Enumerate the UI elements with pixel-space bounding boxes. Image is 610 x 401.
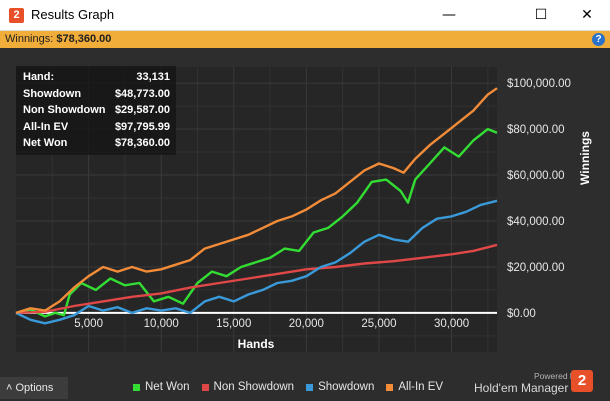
legend-label: Showdown bbox=[318, 381, 375, 393]
x-tick-label: 20,000 bbox=[289, 318, 324, 330]
winnings-value: $78,360.00 bbox=[56, 33, 112, 45]
title-bar: 2 Results Graph — ☐ ✕ bbox=[0, 0, 610, 31]
summary-label: Net Won bbox=[23, 137, 68, 149]
y-tick-label: $80,000.00 bbox=[507, 124, 565, 136]
summary-value: $97,795.99 bbox=[114, 120, 170, 133]
y-tick-label: $0.00 bbox=[507, 308, 536, 320]
legend-swatch bbox=[306, 383, 314, 391]
x-axis-label: Hands bbox=[238, 337, 275, 351]
legend-item-showdown[interactable]: Showdown bbox=[306, 381, 374, 393]
y-tick-labels: $0.00 $20,000.00 $40,000.00 $60,000.00 $80,0… bbox=[507, 78, 571, 320]
y-tick-label: $60,000.00 bbox=[507, 170, 565, 182]
summary-label: Non Showdown bbox=[23, 104, 105, 116]
legend-swatch bbox=[201, 383, 209, 391]
summary-row-showdown: Showdown $48,773.00 bbox=[23, 86, 170, 103]
y-axis-label: Winnings bbox=[578, 131, 592, 185]
options-button[interactable]: ˄ Options bbox=[0, 377, 68, 399]
summary-value: $78,360.00 bbox=[114, 137, 170, 149]
maximize-button[interactable]: ☐ bbox=[534, 7, 548, 23]
x-tick-label: 25,000 bbox=[361, 318, 396, 330]
summary-value: $48,773.00 bbox=[114, 87, 170, 100]
x-tick-labels: 5,000 10,000 15,000 20,000 25,000 30,000 bbox=[74, 318, 469, 330]
powered-by-text: Powered by bbox=[534, 371, 579, 381]
legend-item-all-in-ev[interactable]: All-In EV bbox=[386, 381, 443, 393]
summary-row-hand: Hand: 33,131 bbox=[23, 69, 170, 86]
y-tick-label: $20,000.00 bbox=[507, 262, 565, 274]
legend-label: Net Won bbox=[145, 381, 190, 393]
legend-label: Non Showdown bbox=[213, 381, 295, 393]
summary-value: 33,131 bbox=[136, 71, 170, 83]
legend-item-non-showdown[interactable]: Non Showdown bbox=[201, 381, 295, 393]
series-line-all-in-ev bbox=[15, 87, 498, 315]
minimize-button[interactable]: — bbox=[442, 7, 456, 23]
brand-logo-icon: 2 bbox=[571, 370, 593, 392]
winnings-label: Winnings: bbox=[5, 33, 54, 45]
y-tick-label: $40,000.00 bbox=[507, 216, 565, 228]
winnings-summary: Winnings: $78,360.00 bbox=[5, 33, 111, 45]
legend-item-net-won[interactable]: Net Won bbox=[133, 381, 190, 393]
legend-label: All-In EV bbox=[398, 381, 444, 393]
window-title: Results Graph bbox=[31, 7, 115, 22]
app-logo-icon: 2 bbox=[9, 8, 24, 23]
x-tick-label: 10,000 bbox=[144, 318, 179, 330]
summary-label: Hand: bbox=[23, 71, 55, 83]
x-tick-label: 5,000 bbox=[74, 318, 103, 330]
series-line-showdown bbox=[15, 199, 498, 325]
summary-row-all-in-ev: All-In EV $97,795.99 bbox=[23, 119, 170, 136]
summary-label: Showdown bbox=[23, 87, 82, 100]
series-group bbox=[15, 87, 498, 325]
bottom-bar: ˄ Options Net Won Non Showdown Showdown … bbox=[0, 370, 610, 401]
summary-tooltip: Hand: 33,131 Showdown $48,773.00 Non Sho… bbox=[16, 66, 176, 155]
winnings-bar: Winnings: $78,360.00 ? bbox=[0, 31, 610, 48]
series-line-non-showdown bbox=[15, 243, 498, 315]
close-button[interactable]: ✕ bbox=[581, 7, 593, 23]
x-tick-label: 15,000 bbox=[216, 318, 251, 330]
summary-row-non-showdown: Non Showdown $29,587.00 bbox=[23, 102, 170, 119]
summary-value: $29,587.00 bbox=[114, 104, 170, 116]
legend-swatch bbox=[386, 383, 394, 391]
y-tick-label: $100,000.00 bbox=[507, 78, 571, 90]
help-icon[interactable]: ? bbox=[592, 33, 605, 46]
summary-label: All-In EV bbox=[23, 120, 69, 133]
chart-legend: Net Won Non Showdown Showdown All-In EV bbox=[133, 381, 455, 393]
x-tick-label: 30,000 bbox=[434, 318, 469, 330]
summary-row-net-won: Net Won $78,360.00 bbox=[23, 135, 170, 152]
legend-swatch bbox=[133, 383, 140, 391]
brand-name: Hold'em Manager bbox=[474, 381, 569, 395]
